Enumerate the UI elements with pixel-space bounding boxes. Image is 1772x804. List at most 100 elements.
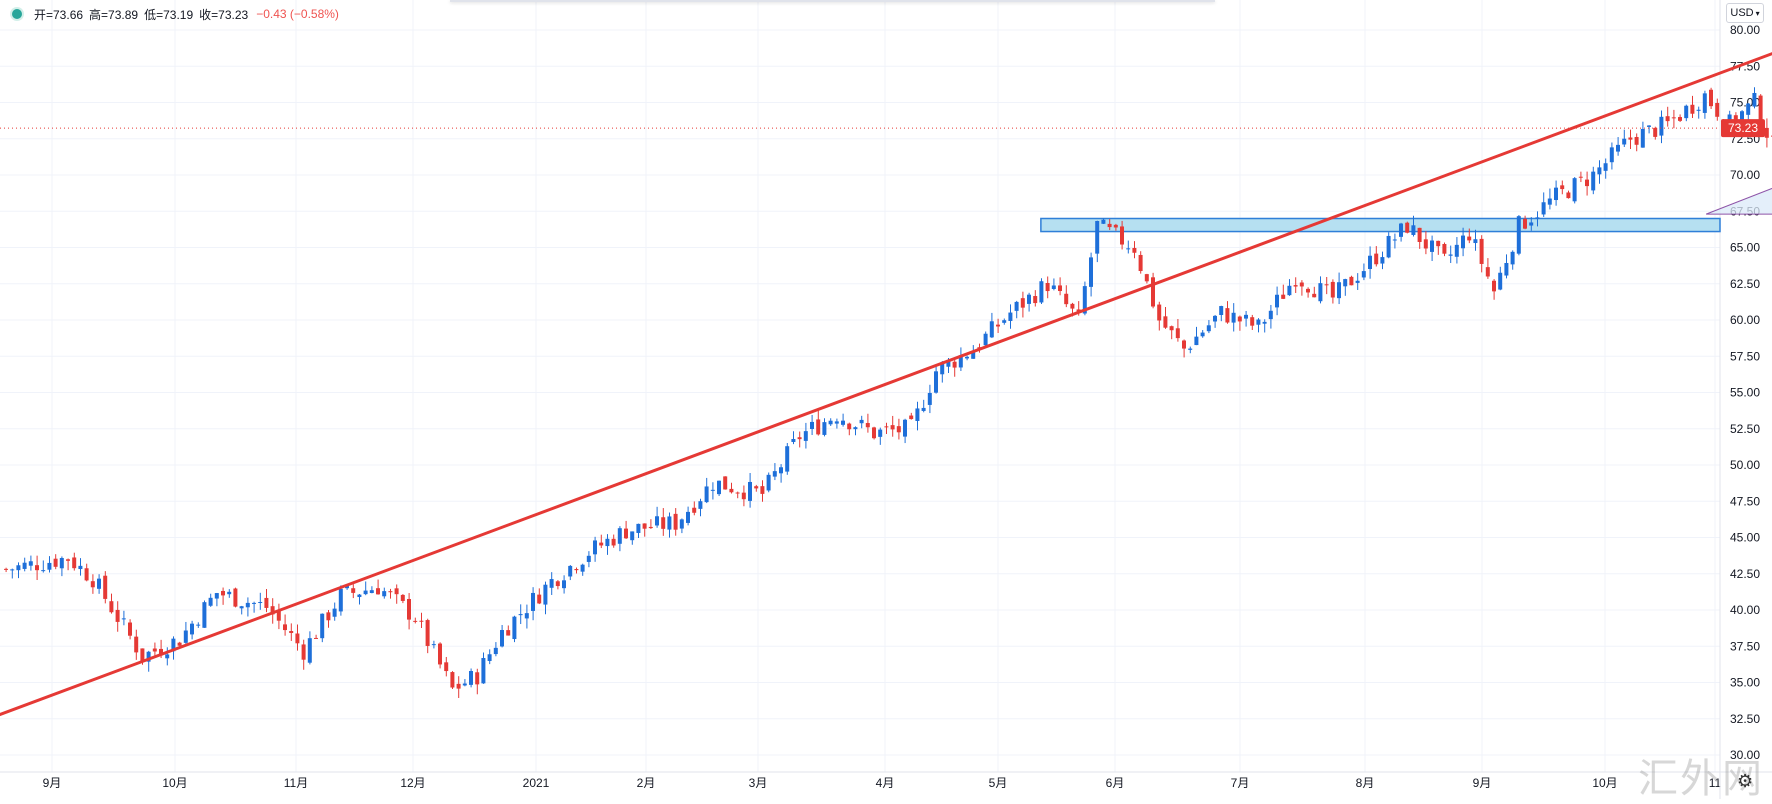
candle-body (196, 624, 201, 626)
candle-body (797, 437, 802, 440)
candle-body (208, 597, 213, 606)
candle-body (1318, 283, 1323, 302)
y-tick-label: 52.50 (1730, 422, 1760, 436)
candle-body (1262, 321, 1267, 324)
candle-body (531, 592, 535, 611)
candle-body (239, 606, 244, 609)
candle-body (903, 419, 907, 437)
candle-body (1423, 239, 1428, 249)
candle-body (772, 471, 777, 477)
candle-body (332, 608, 337, 617)
candle-body (1306, 288, 1310, 293)
candle-body (425, 620, 430, 646)
candle-body (41, 570, 46, 572)
candle-body (636, 523, 641, 533)
candle-body (760, 486, 765, 494)
candle-body (1064, 293, 1069, 305)
y-tick-label: 57.50 (1730, 349, 1760, 363)
candle-body (1039, 281, 1044, 303)
candle-body (785, 446, 790, 472)
candle-body (394, 588, 399, 595)
candle-body (717, 480, 721, 495)
candle-body (22, 562, 27, 569)
candle-body (1647, 125, 1651, 127)
candle-body (84, 568, 89, 581)
candle-body (1132, 247, 1137, 253)
candle-body (351, 588, 356, 593)
candle-body (934, 371, 938, 393)
candle-body (264, 597, 269, 608)
candle-body (159, 648, 163, 656)
candle-body (1219, 306, 1224, 316)
candle-body (283, 624, 287, 631)
candle-body (661, 517, 666, 529)
candle-body (1120, 226, 1124, 245)
y-tick-label: 42.50 (1730, 567, 1760, 581)
candle-body (1715, 102, 1720, 117)
currency-selector[interactable]: USD ▾ (1726, 3, 1764, 23)
y-tick-label: 77.50 (1730, 59, 1760, 73)
triangle-pattern (1705, 187, 1772, 215)
candle-body (1076, 309, 1081, 312)
candle-body (555, 581, 560, 587)
candle-body (419, 620, 424, 622)
y-tick-label: 40.00 (1730, 603, 1760, 617)
candle-body (53, 558, 58, 567)
x-tick-label: 12月 (400, 776, 425, 790)
candle-body (1157, 304, 1162, 321)
candle-body (549, 579, 554, 588)
candle-body (493, 647, 498, 655)
candle-body (1541, 202, 1546, 215)
candle-body (841, 420, 845, 425)
candle-body (915, 408, 920, 421)
candle-body (413, 620, 418, 622)
y-tick-label: 30.00 (1730, 748, 1760, 762)
candle-body (1671, 117, 1676, 119)
candle-body (1578, 176, 1583, 178)
candle-body (1349, 276, 1354, 286)
candle-body (723, 476, 728, 490)
resistance-zone (1040, 217, 1721, 233)
candle-body (4, 568, 8, 570)
candle-body (1516, 216, 1521, 254)
candle-body (16, 565, 21, 571)
candle-body (853, 427, 858, 430)
candle-body (183, 630, 188, 643)
low-value: 低=73.19 (144, 7, 194, 22)
candle-body (611, 538, 616, 546)
x-tick-label: 7月 (1231, 776, 1250, 790)
candle-body (766, 474, 771, 491)
candle-body (1275, 294, 1279, 308)
candle-body (1250, 317, 1255, 326)
candle-body (748, 481, 752, 501)
candle-body (779, 467, 783, 474)
candle-body (1430, 240, 1434, 252)
candle-body (1343, 279, 1348, 287)
candle-body (388, 591, 393, 593)
candle-body (1206, 325, 1211, 332)
candle-body (97, 578, 101, 589)
candle-body (1709, 89, 1713, 107)
candle-body (1417, 227, 1422, 242)
candle-body (1436, 240, 1441, 247)
ascending-trendline (0, 52, 1772, 717)
candle-body (921, 407, 926, 411)
y-tick-label: 37.50 (1730, 639, 1760, 653)
candle-body (655, 516, 659, 526)
candle-body (1535, 217, 1540, 219)
candle-body (1492, 280, 1496, 292)
candle-body (506, 630, 511, 636)
candle-body (996, 324, 1000, 327)
candle-body (1554, 187, 1558, 201)
candle-body (1175, 328, 1180, 339)
candle-body (1628, 137, 1633, 140)
candle-body (1182, 340, 1186, 349)
candle-body (214, 593, 219, 599)
currency-label: USD (1730, 7, 1754, 19)
candle-body (642, 523, 647, 529)
candle-body (847, 423, 852, 430)
candle-body (1597, 167, 1602, 175)
gear-icon[interactable]: ⚙ (1737, 771, 1754, 791)
candle-body (1200, 332, 1205, 337)
